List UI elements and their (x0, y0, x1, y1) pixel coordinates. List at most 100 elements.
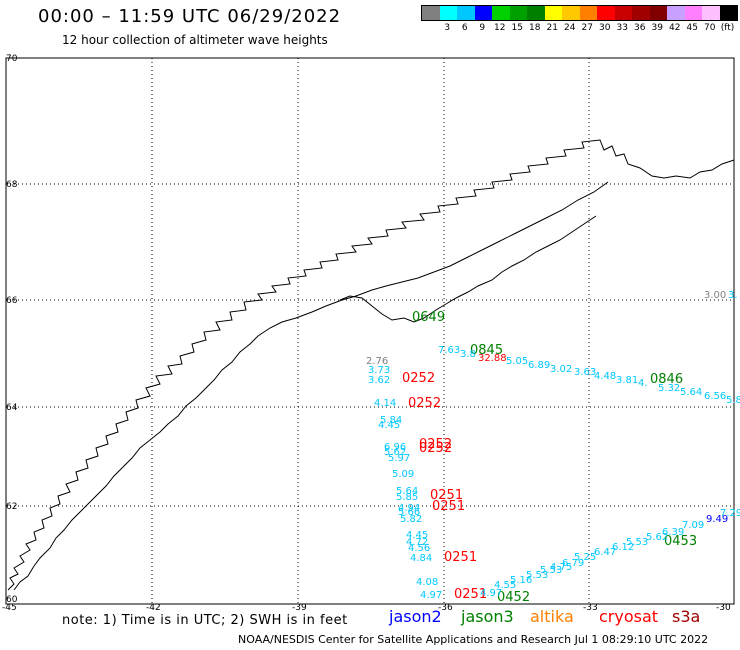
lat-label: 64 (6, 403, 18, 413)
legend-swatch (544, 6, 562, 20)
coastline-inner (13, 181, 609, 591)
pass-time-label: 0845 (470, 343, 503, 358)
pass-time-label: 0452 (497, 590, 530, 605)
wave-height-label: 6.56 (704, 391, 726, 402)
legend-label: 12 (494, 23, 506, 33)
satellite-jason2: jason2 (389, 607, 442, 626)
map-title: 00:00 – 11:59 UTC 06/29/2022 (38, 6, 342, 27)
legend-swatch (614, 6, 632, 20)
legend-swatch (509, 6, 527, 20)
legend-swatch (649, 6, 667, 20)
wave-height-label: 6.39 (662, 527, 684, 538)
wave-height-label: 6.47 (594, 547, 616, 558)
legend-swatch (597, 6, 615, 20)
lon-label: -42 (146, 603, 161, 613)
wave-height-label: 5.25 (574, 552, 596, 563)
legend-label: 24 (564, 23, 576, 33)
wave-height-labels: 3.00 3.7.63 3.85.05 6.89 3.02 3.634.48 3.81 4. 5… (366, 290, 740, 601)
wave-height-label: 5.82 (400, 514, 422, 525)
legend-label: 6 (461, 23, 468, 33)
pass-time-label: 0252 (419, 441, 452, 456)
legend-label: 33 (616, 23, 628, 33)
wave-height-label: 5.62 (646, 532, 668, 543)
wave-height-label: 5.53 (626, 537, 648, 548)
coastline (7, 139, 735, 591)
lon-label: -30 (716, 603, 731, 613)
wave-height-label: 3.8 (460, 349, 476, 360)
pass-time-label: 0252 (419, 437, 452, 452)
wave-height-label: 7.29 (720, 508, 740, 519)
legend-label: 30 (599, 23, 611, 33)
legend-label: 9 (479, 23, 486, 33)
legend-swatch (457, 6, 475, 20)
lon-label: -45 (2, 603, 17, 613)
wave-height-label: 3.02 (550, 364, 572, 375)
pass-time-label: 0251 (432, 499, 465, 514)
pass-time-label: 0251 (444, 550, 477, 565)
pass-time-label: 0453 (664, 534, 697, 549)
wave-height-label: 5.85 (396, 492, 418, 503)
wave-height-label: 5.09 (392, 469, 414, 480)
wave-height-label: 6.89 (528, 360, 550, 371)
legend-label: 70 (704, 23, 716, 33)
lat-label: 62 (6, 502, 17, 512)
lat-label: 68 (6, 180, 18, 190)
legend-swatch (527, 6, 545, 20)
lat-label: 70 (6, 54, 18, 64)
wave-height-label: 4.97 (480, 588, 502, 599)
wave-height-label: 5.53 (526, 570, 548, 581)
wave-height-label: 4.75 (550, 562, 572, 573)
wave-height-label: 4.72 (406, 537, 428, 548)
latitude-labels: 70 68 66 64 62 60 (6, 54, 18, 605)
wave-height-label: 4.56 (408, 543, 430, 554)
lon-label: -36 (438, 603, 453, 613)
wave-height-label: 5.32 (658, 383, 680, 394)
legend-swatch (439, 6, 457, 20)
lat-label: 60 (6, 595, 18, 605)
pass-time-label: 32.88 (478, 353, 507, 364)
wave-height-label: 7.63 (438, 345, 460, 356)
legend-label: 42 (669, 23, 681, 33)
legend-swatch (474, 6, 492, 20)
legend-unit: (ft) (720, 23, 735, 33)
legend-label: 3 (444, 23, 451, 33)
grid (6, 58, 734, 604)
satellite-jason3: jason3 (461, 607, 514, 626)
legend-label: 45 (686, 23, 698, 33)
wave-height-label: 5.62 (384, 447, 406, 458)
legend-label: 39 (651, 23, 663, 33)
wave-height-label: 6.79 (562, 558, 584, 569)
legend-swatch (422, 6, 440, 20)
wave-height-label: 4.45 (406, 530, 428, 541)
wave-height-label: 5.53 (540, 565, 562, 576)
wave-height-label: 5.97 (388, 453, 410, 464)
wave-height-label: 2.76 (366, 356, 388, 367)
map-subtitle: 12 hour collection of altimeter wave hei… (62, 33, 328, 47)
wave-height-label: 4.48 (594, 371, 616, 382)
wave-height-label: 4.55 (494, 580, 516, 591)
legend-labels: 3 6 9 12 15 18 21 24 27 30 33 36 39 42 45 70 (ft) (421, 21, 738, 35)
plot-frame (5, 57, 735, 605)
legend-swatch (492, 6, 510, 20)
wave-height-label: 4.08 (416, 577, 438, 588)
lon-label: -33 (583, 603, 598, 613)
wave-height-label: 3.62 (368, 375, 390, 386)
wave-height-label: 7.09 (682, 520, 704, 531)
footnote: note: 1) Time is in UTC; 2) SWH is in fe… (62, 613, 348, 628)
satellite-cryosat: cryosat (599, 607, 659, 626)
legend-swatch (702, 6, 720, 20)
pass-time-label: 0252 (402, 371, 435, 386)
wave-height-label: 3.73 (368, 365, 390, 376)
wave-height-label: 5.84 (380, 415, 402, 426)
wave-height-label: 3. (728, 290, 738, 301)
lat-label: 66 (6, 296, 18, 306)
wave-height-label: 5.16 (510, 575, 532, 586)
wave-height-label: 5.8 (726, 395, 740, 406)
legend-label: 21 (546, 23, 558, 33)
wave-height-label: 4.94 (398, 503, 420, 514)
wave-height-label: 3.00 (704, 290, 726, 301)
wave-height-label: 4.45 (378, 420, 400, 431)
pass-time-label: 0251 (454, 587, 487, 602)
legend-label: 27 (581, 23, 593, 33)
